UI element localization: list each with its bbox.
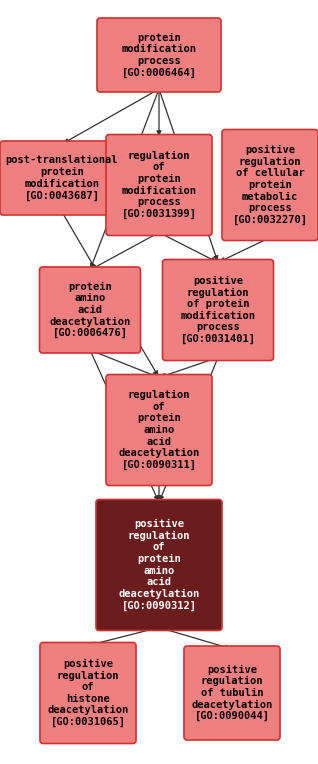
Text: regulation
of
protein
amino
acid
deacetylation
[GO:0090311]: regulation of protein amino acid deacety… (118, 390, 200, 470)
Text: post-translational
protein
modification
[GO:0043687]: post-translational protein modification … (6, 155, 118, 200)
Text: positive
regulation
of tubulin
deacetylation
[GO:0090044]: positive regulation of tubulin deacetyla… (191, 665, 273, 721)
FancyBboxPatch shape (97, 18, 221, 92)
FancyBboxPatch shape (222, 130, 318, 241)
Text: protein
modification
process
[GO:0006464]: protein modification process [GO:0006464… (121, 33, 197, 77)
FancyBboxPatch shape (0, 141, 124, 215)
FancyBboxPatch shape (96, 500, 222, 630)
Text: regulation
of
protein
modification
process
[GO:0031399]: regulation of protein modification proce… (121, 151, 197, 219)
Text: positive
regulation
of protein
modification
process
[GO:0031401]: positive regulation of protein modificat… (181, 276, 255, 344)
Text: positive
regulation
of
protein
amino
acid
deacetylation
[GO:0090312]: positive regulation of protein amino aci… (118, 520, 200, 610)
Text: protein
amino
acid
deacetylation
[GO:0006476]: protein amino acid deacetylation [GO:000… (49, 282, 131, 338)
FancyBboxPatch shape (162, 260, 273, 361)
FancyBboxPatch shape (184, 646, 280, 740)
FancyBboxPatch shape (106, 374, 212, 485)
Text: positive
regulation
of
histone
deacetylation
[GO:0031065]: positive regulation of histone deacetyla… (47, 659, 128, 727)
FancyBboxPatch shape (106, 134, 212, 235)
FancyBboxPatch shape (40, 643, 136, 743)
Text: positive
regulation
of cellular
protein
metabolic
process
[GO:0032270]: positive regulation of cellular protein … (232, 145, 308, 225)
FancyBboxPatch shape (39, 267, 141, 353)
